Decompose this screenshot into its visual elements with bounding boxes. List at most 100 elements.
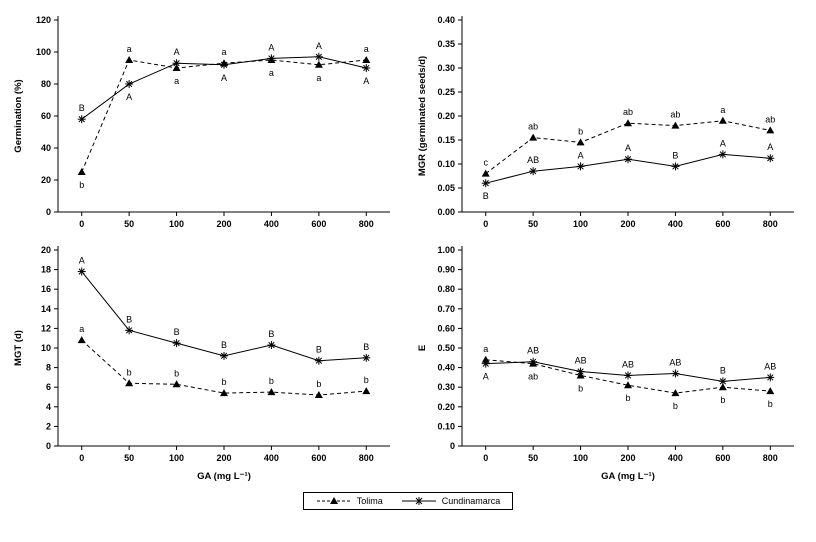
legend-item-tolima: Tolima [316,496,383,506]
svg-text:10: 10 [41,343,51,353]
svg-text:0: 0 [46,207,51,217]
svg-text:A: A [483,372,489,382]
svg-text:A: A [625,143,631,153]
svg-text:14: 14 [41,304,51,314]
svg-text:b: b [768,399,773,409]
svg-text:a: a [79,324,84,334]
svg-text:100: 100 [36,47,51,57]
svg-text:60: 60 [41,111,51,121]
svg-text:0.60: 0.60 [437,323,455,333]
chart-mgt: 0 2 4 6 8 10 12 14 16 18 20 0 50 100 200 400 600 800 MGT (… [10,236,402,488]
chart-germination: 0 20 40 60 80 100 120 0 50 100 200 400 600 800 Germina… [10,6,402,236]
tolima-legend-marker-icon [316,497,351,504]
svg-text:B: B [720,365,726,375]
svg-text:A: A [316,41,322,51]
svg-text:a: a [127,44,132,54]
svg-text:0.20: 0.20 [437,402,455,412]
svg-text:0.50: 0.50 [437,343,455,353]
svg-text:A: A [79,256,85,266]
svg-text:800: 800 [359,219,374,229]
svg-text:80: 80 [41,79,51,89]
chart-e: 0 0.10 0.20 0.30 0.40 0.50 0.60 0.70 0.80 0.90 1.0… [414,236,806,488]
svg-text:0.35: 0.35 [437,39,455,49]
svg-text:120: 120 [36,15,51,25]
svg-text:600: 600 [715,219,730,229]
germination-svg: 0 20 40 60 80 100 120 0 50 100 200 400 600 800 Germina… [13,15,390,229]
svg-text:AB: AB [575,356,587,366]
e-index-svg: 0 0.10 0.20 0.30 0.40 0.50 0.60 0.70 0.80 0.90 1.0… [417,245,794,482]
svg-text:2: 2 [46,421,51,431]
svg-text:b: b [625,393,630,403]
svg-text:c: c [483,158,488,168]
svg-text:0.70: 0.70 [437,304,455,314]
legend-label-cundinamarca: Cundinamarca [441,496,501,506]
svg-text:400: 400 [668,453,683,463]
legend-label-tolima: Tolima [356,496,383,506]
svg-text:200: 200 [216,219,231,229]
svg-text:A: A [174,47,180,57]
svg-text:GA (mg L⁻¹): GA (mg L⁻¹) [197,471,251,482]
svg-text:0.15: 0.15 [437,135,455,145]
svg-text:b: b [221,377,226,387]
svg-text:600: 600 [311,219,326,229]
svg-text:GA (mg L⁻¹): GA (mg L⁻¹) [601,471,655,482]
svg-text:50: 50 [528,219,538,229]
svg-text:b: b [720,395,725,405]
svg-text:B: B [268,329,274,339]
svg-text:E: E [417,345,428,351]
svg-text:20: 20 [41,175,51,185]
svg-text:B: B [79,103,85,113]
svg-text:ab: ab [765,114,775,124]
svg-text:b: b [174,368,179,378]
svg-text:a: a [269,68,274,78]
svg-text:8: 8 [46,363,51,373]
svg-text:MGR (germinated seeds/d): MGR (germinated seeds/d) [417,56,428,176]
svg-text:600: 600 [311,453,326,463]
svg-text:0.30: 0.30 [437,382,455,392]
svg-text:800: 800 [763,219,778,229]
svg-text:B: B [672,150,678,160]
svg-text:ab: ab [528,372,538,382]
svg-text:B: B [316,345,322,355]
svg-text:b: b [578,383,583,393]
svg-text:200: 200 [620,453,635,463]
svg-text:b: b [673,401,678,411]
svg-text:0.80: 0.80 [437,284,455,294]
svg-text:12: 12 [41,323,51,333]
svg-text:b: b [578,126,583,136]
svg-text:A: A [268,42,274,52]
svg-text:40: 40 [41,143,51,153]
svg-text:6: 6 [46,382,51,392]
svg-text:100: 100 [169,453,184,463]
svg-text:800: 800 [763,453,778,463]
svg-text:a: a [483,344,488,354]
svg-text:b: b [316,379,321,389]
svg-text:AB: AB [669,357,681,367]
svg-text:b: b [364,375,369,385]
svg-text:20: 20 [41,245,51,255]
chart-mgr: 0.00 0.05 0.10 0.15 0.20 0.25 0.30 0.35 0.40 0 50 1… [414,6,806,236]
svg-text:Germination (%): Germination (%) [13,79,24,152]
svg-text:200: 200 [216,453,231,463]
svg-text:ab: ab [623,107,633,117]
svg-text:0.90: 0.90 [437,265,455,275]
mgr-svg: 0.00 0.05 0.10 0.15 0.20 0.25 0.30 0.35 0.40 0 50 1… [417,15,794,229]
charts-grid: 0 20 40 60 80 100 120 0 50 100 200 400 600 800 Germina… [10,6,806,488]
svg-text:50: 50 [124,219,134,229]
svg-text:AB: AB [764,361,776,371]
legend: Tolima Cundinamarca [302,492,514,510]
svg-text:A: A [221,73,227,83]
svg-text:B: B [174,327,180,337]
svg-text:0.25: 0.25 [437,87,455,97]
svg-text:a: a [364,44,369,54]
svg-text:800: 800 [359,453,374,463]
svg-text:18: 18 [41,265,51,275]
svg-text:1.00: 1.00 [437,245,455,255]
svg-text:a: a [174,76,179,86]
legend-item-cundinamarca: Cundinamarca [401,496,501,506]
svg-text:400: 400 [264,453,279,463]
svg-text:4: 4 [46,402,51,412]
svg-text:A: A [767,142,773,152]
svg-text:0: 0 [79,453,84,463]
